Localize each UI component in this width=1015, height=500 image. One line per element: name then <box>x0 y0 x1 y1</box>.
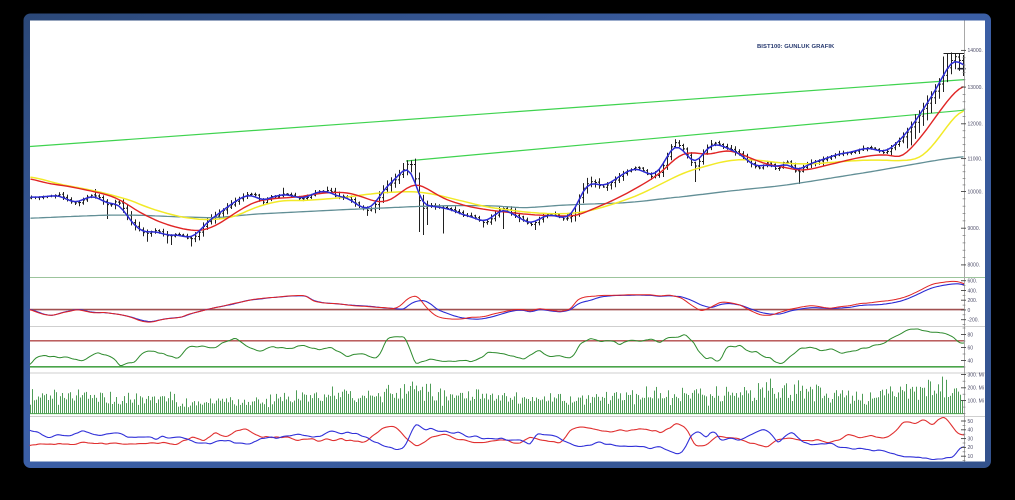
svg-text:8000.: 8000. <box>968 263 981 269</box>
svg-text:600.: 600. <box>968 279 978 285</box>
svg-text:10: 10 <box>968 454 974 460</box>
svg-text:40: 40 <box>968 428 974 434</box>
svg-text:400.: 400. <box>968 288 978 294</box>
svg-text:0: 0 <box>968 308 971 314</box>
svg-text:300. Mi: 300. Mi <box>968 372 984 378</box>
svg-text:14000.: 14000. <box>968 48 983 54</box>
svg-text:BIST100: GUNLUK GRAFIK: BIST100: GUNLUK GRAFIK <box>757 44 835 50</box>
svg-text:200.: 200. <box>968 298 978 304</box>
svg-text:11000.: 11000. <box>968 156 983 162</box>
svg-text:30: 30 <box>968 436 974 442</box>
svg-text:50: 50 <box>968 419 974 425</box>
svg-text:10000.: 10000. <box>968 189 983 195</box>
svg-text:13000.: 13000. <box>968 85 983 91</box>
svg-text:80: 80 <box>968 332 974 338</box>
svg-text:20: 20 <box>968 445 974 451</box>
svg-text:100. Mi: 100. Mi <box>968 398 984 404</box>
svg-text:40: 40 <box>968 358 974 364</box>
svg-text:200. Mi: 200. Mi <box>968 386 984 392</box>
svg-text:60: 60 <box>968 345 974 351</box>
svg-text:12000.: 12000. <box>968 122 983 128</box>
svg-text:9000.: 9000. <box>968 226 981 232</box>
svg-text:-200.: -200. <box>968 318 979 324</box>
